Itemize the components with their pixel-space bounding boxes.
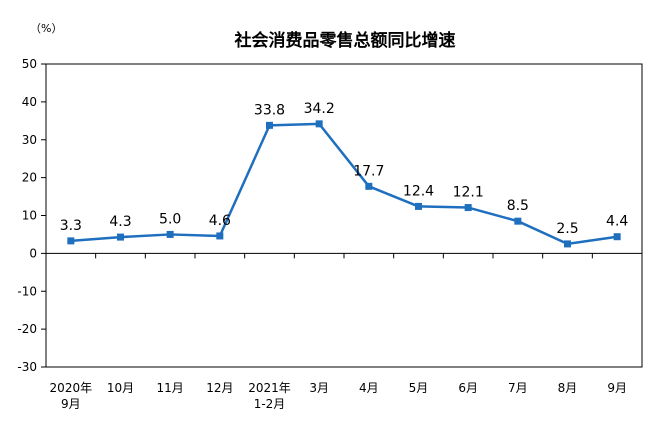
data-point — [464, 204, 472, 212]
x-tick-label: 9月 — [607, 381, 627, 395]
data-label: 3.3 — [60, 218, 82, 234]
data-label: 4.3 — [109, 214, 131, 230]
data-point — [415, 202, 422, 210]
x-tick-label: 7月 — [508, 381, 528, 395]
series-line-path — [70, 122, 618, 246]
data-label: 4.6 — [209, 213, 231, 229]
x-tick-label: 12月 — [206, 381, 233, 395]
data-label: 8.5 — [507, 198, 529, 214]
unit-label: （%） — [30, 22, 62, 35]
y-tick-label: 40 — [22, 95, 37, 109]
data-point — [365, 182, 373, 190]
data-point — [67, 237, 75, 245]
data-label: 4.4 — [606, 214, 628, 230]
data-point — [216, 232, 224, 240]
data-label: 33.8 — [254, 102, 285, 118]
data-point — [613, 233, 621, 241]
x-tick-label: 11月 — [157, 381, 184, 395]
y-tick-label: 20 — [22, 171, 37, 185]
chart-title: 社会消费品零售总额同比增速 — [234, 30, 456, 51]
data-label: 12.4 — [403, 183, 434, 199]
y-tick-label: -30 — [17, 360, 37, 374]
plot-frame — [45, 63, 643, 368]
data-label: 12.1 — [453, 185, 484, 201]
x-tick-label: 10月 — [107, 381, 134, 395]
x-tick-label: 8月 — [558, 381, 578, 395]
y-tick-label: 50 — [22, 57, 37, 71]
y-tick-label: 30 — [22, 133, 37, 147]
x-tick-label: 2021年 1-2月 — [248, 381, 291, 411]
data-label: 34.2 — [304, 101, 335, 117]
data-point — [514, 217, 522, 225]
data-point — [564, 240, 571, 248]
x-tick-label: 4月 — [359, 381, 379, 395]
data-label: 17.7 — [353, 163, 384, 179]
y-tick-label: 10 — [22, 209, 37, 223]
series-line: 3.3 4.3 5.0 4.6 33.8 34.2 17.7 12.4 12.1 8.5 2.5 4.… — [60, 101, 628, 248]
data-label: 5.0 — [159, 211, 181, 227]
y-tick-label: 0 — [29, 246, 37, 260]
x-tick-label: 3月 — [309, 381, 329, 395]
y-tick-label: -20 — [17, 322, 37, 336]
data-point — [315, 120, 323, 128]
y-tick-label: -10 — [17, 284, 37, 298]
data-point — [266, 121, 273, 129]
data-point — [117, 233, 124, 241]
x-tick-label: 2020年 9月 — [50, 381, 93, 411]
data-label: 2.5 — [556, 221, 578, 237]
x-axis: 2020年 9月 10月 11月 12月 2021年 1-2月 3月 4月 5月 6月 7月 8月 9月 — [45, 252, 643, 411]
x-tick-label: 6月 — [458, 381, 478, 395]
y-axis: 50 40 30 20 10 0 -10 -20 -30 — [17, 57, 46, 374]
x-tick-label: 5月 — [409, 381, 429, 395]
data-point — [166, 230, 174, 238]
